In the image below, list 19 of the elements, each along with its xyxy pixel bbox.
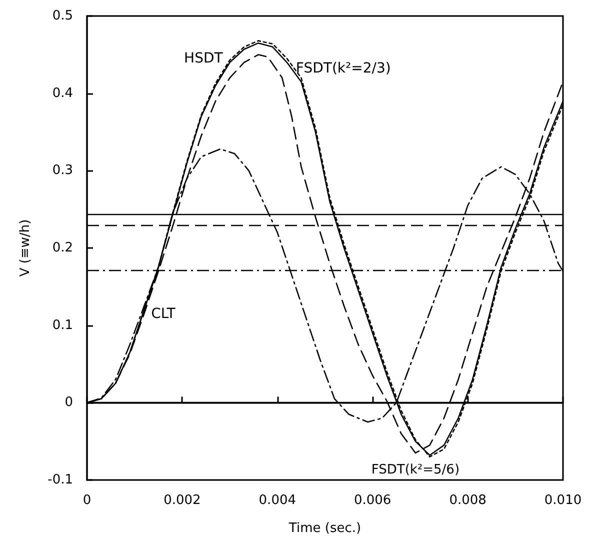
- y-tick-label: 0.4: [52, 86, 73, 101]
- y-tick-label: 0.3: [52, 163, 73, 178]
- y-tick-label: 0: [64, 395, 73, 410]
- x-axis-title: Time (sec.): [288, 521, 362, 536]
- y-axis-title: V (≡w/h): [18, 219, 33, 277]
- x-tick-label: 0.008: [449, 493, 486, 508]
- y-tick-label: -0.1: [48, 472, 73, 488]
- x-tick-label: 0.006: [354, 493, 392, 508]
- series-label: CLT: [151, 306, 176, 322]
- x-tick-label: 0.004: [258, 493, 296, 508]
- series-label: FSDT(k²=5/6): [371, 462, 460, 478]
- x-tick-label: 0: [82, 493, 92, 508]
- y-tick-label: 0.2: [52, 240, 73, 256]
- x-tick-label: 0.010: [544, 493, 582, 508]
- x-tick-label: 0.002: [164, 493, 201, 508]
- y-tick-label: 0.5: [52, 8, 73, 24]
- series-label: FSDT(k²=2/3): [296, 60, 391, 77]
- y-tick-label: 0.1: [52, 318, 73, 333]
- series-label: HSDT: [184, 50, 224, 66]
